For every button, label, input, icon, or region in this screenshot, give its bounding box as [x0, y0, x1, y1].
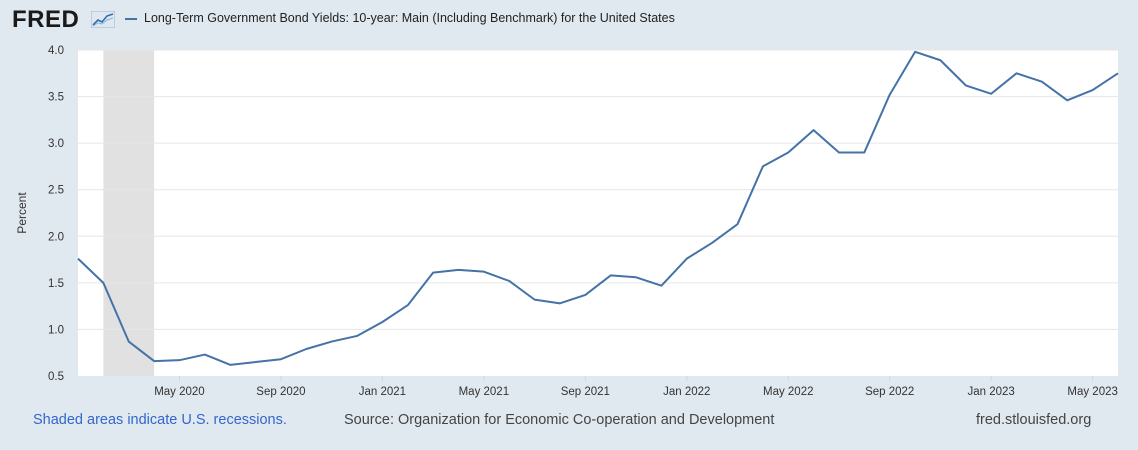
x-tick-label: Jan 2023: [968, 386, 1015, 398]
y-tick-label: 3.0: [48, 138, 64, 150]
chart-title[interactable]: Long-Term Government Bond Yields: 10-yea…: [144, 11, 675, 25]
data-point[interactable]: [101, 280, 106, 285]
y-tick-label: 4.0: [48, 45, 64, 57]
data-point[interactable]: [634, 275, 639, 280]
data-point[interactable]: [177, 358, 182, 363]
y-tick-label: 2.5: [48, 185, 64, 197]
y-tick-label: 2.0: [48, 231, 64, 243]
data-point[interactable]: [583, 292, 588, 297]
data-point[interactable]: [431, 270, 436, 275]
chart-header: FRED Long-Term Government Bond Yields: 1…: [0, 0, 1138, 38]
y-tick-label: 3.5: [48, 92, 64, 104]
x-tick-label: Jan 2021: [359, 386, 406, 398]
data-point[interactable]: [1014, 71, 1019, 76]
y-tick-label: 1.0: [48, 324, 64, 336]
plot-background: [78, 50, 1118, 376]
fred-graph-icon: [91, 11, 115, 28]
data-point[interactable]: [1116, 71, 1121, 76]
x-tick-label: Sep 2020: [256, 386, 305, 398]
data-point[interactable]: [405, 303, 410, 308]
data-point[interactable]: [862, 150, 867, 155]
recession-shading-group: [103, 50, 155, 376]
recession-shading: [103, 50, 155, 376]
data-point[interactable]: [481, 269, 486, 274]
data-point[interactable]: [380, 319, 385, 324]
recession-note-link[interactable]: Shaded areas indicate U.S. recessions.: [33, 412, 287, 428]
x-tick-label: May 2020: [154, 386, 205, 398]
legend-swatch: [125, 18, 137, 20]
data-point[interactable]: [1090, 88, 1095, 93]
y-tick-label: 0.5: [48, 371, 64, 383]
data-point[interactable]: [1039, 79, 1044, 84]
gridlines: [78, 49, 1118, 330]
x-tick-label: Sep 2021: [561, 386, 610, 398]
data-point[interactable]: [355, 333, 360, 338]
x-tick-label: May 2022: [763, 386, 814, 398]
data-point[interactable]: [202, 352, 207, 357]
data-point[interactable]: [456, 267, 461, 272]
data-point[interactable]: [532, 297, 537, 302]
site-url: fred.stlouisfed.org: [976, 412, 1092, 428]
y-tick-label: 1.5: [48, 278, 64, 290]
x-tick-label: Jan 2022: [663, 386, 710, 398]
series-group: [76, 49, 1121, 367]
data-point[interactable]: [608, 273, 613, 278]
y-axis-ticks: 0.5 1.0 1.5 2.0 2.5 3.0 3.5 4.0: [48, 45, 64, 383]
data-point[interactable]: [836, 150, 841, 155]
data-point[interactable]: [913, 49, 918, 54]
source-text: Source: Organization for Economic Co-ope…: [344, 412, 775, 428]
series-line[interactable]: [77, 50, 1119, 366]
fred-logo[interactable]: FRED: [12, 6, 80, 33]
chart-area: Percent 0.5 1.0 1.5 2.0 2.5 3.0 3.5 4.0 May 202…: [15, 45, 1121, 398]
data-point[interactable]: [760, 164, 765, 169]
data-point[interactable]: [938, 58, 943, 63]
plot-area: 0.5 1.0 1.5 2.0 2.5 3.0 3.5 4.0 May 2020 Sep 202…: [48, 45, 1121, 398]
data-point[interactable]: [304, 346, 309, 351]
data-point[interactable]: [76, 256, 81, 261]
data-point[interactable]: [557, 301, 562, 306]
data-point[interactable]: [735, 222, 740, 227]
data-point[interactable]: [1065, 98, 1070, 103]
data-point[interactable]: [253, 360, 258, 365]
data-point[interactable]: [887, 92, 892, 97]
data-point[interactable]: [329, 339, 334, 344]
x-tick-label: May 2021: [459, 386, 510, 398]
data-point[interactable]: [278, 357, 283, 362]
data-point[interactable]: [684, 256, 689, 261]
data-point[interactable]: [659, 283, 664, 288]
data-point[interactable]: [786, 150, 791, 155]
x-axis-ticks: May 2020 Sep 2020 Jan 2021 May 2021 Sep 2021…: [154, 376, 1118, 398]
data-point[interactable]: [963, 83, 968, 88]
data-point[interactable]: [152, 359, 157, 364]
data-point[interactable]: [811, 128, 816, 133]
data-point[interactable]: [507, 278, 512, 283]
data-point[interactable]: [710, 240, 715, 245]
x-tick-label: May 2023: [1067, 386, 1118, 398]
data-point[interactable]: [228, 362, 233, 367]
data-point[interactable]: [126, 339, 131, 344]
x-tick-label: Sep 2022: [865, 386, 914, 398]
y-axis-label: Percent: [15, 192, 29, 234]
data-point[interactable]: [989, 91, 994, 96]
